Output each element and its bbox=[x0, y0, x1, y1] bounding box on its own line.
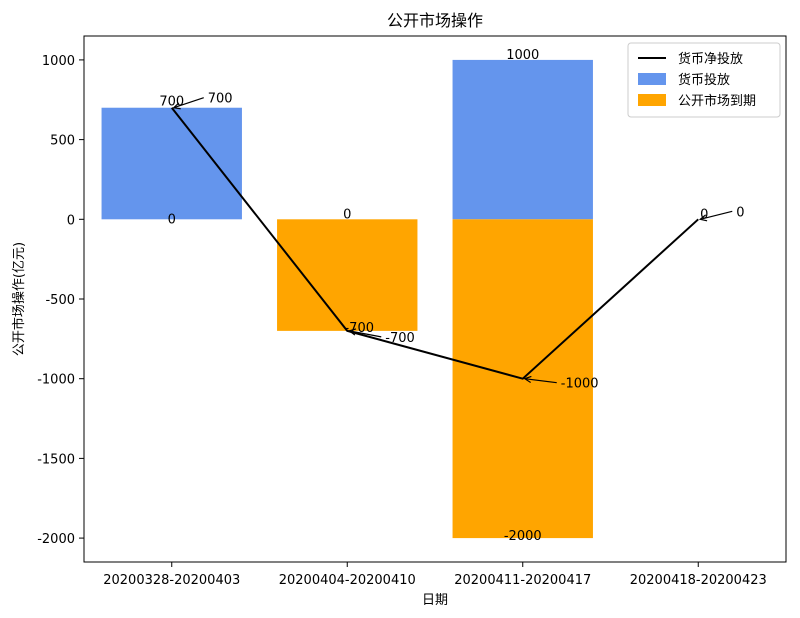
bar-label-maturity-2: -2000 bbox=[504, 529, 542, 544]
line-annotation-1: -700 bbox=[385, 331, 415, 346]
bar-maturity-1 bbox=[277, 219, 418, 331]
y-tick-label-6: -2000 bbox=[37, 532, 75, 547]
x-tick-label-3: 20200418-20200423 bbox=[630, 573, 767, 588]
annotation-arrow-0 bbox=[173, 97, 204, 109]
bar-label-injection-2: 1000 bbox=[506, 48, 539, 63]
y-axis-label: 公开市场操作(亿元) bbox=[11, 242, 27, 356]
x-tick-label-1: 20200404-20200410 bbox=[279, 573, 416, 588]
legend-label-1: 货币投放 bbox=[678, 72, 730, 88]
y-tick-label-2: 0 bbox=[67, 213, 75, 228]
annotation-arrowhead-2 bbox=[523, 375, 532, 383]
annotation-arrow-2 bbox=[524, 378, 557, 384]
x-axis-label: 日期 bbox=[422, 593, 448, 608]
net-injection-line bbox=[170, 107, 699, 380]
y-tick-label-0: 1000 bbox=[42, 54, 75, 69]
y-tick-label-5: -1500 bbox=[37, 452, 75, 467]
legend-swatch-1 bbox=[638, 73, 666, 85]
y-tick-label-4: -1000 bbox=[37, 373, 75, 388]
bar-label-injection-3: 0 bbox=[700, 207, 708, 222]
y-tick-label-3: -500 bbox=[45, 293, 75, 308]
annotation-arrowhead-1 bbox=[347, 328, 357, 336]
legend-swatch-2 bbox=[638, 94, 666, 106]
chart-title: 公开市场操作 bbox=[387, 11, 483, 30]
annotation-arrow-3 bbox=[700, 210, 733, 220]
x-tick-label-0: 20200328-20200403 bbox=[103, 573, 240, 588]
annotation-arrow-1 bbox=[349, 330, 382, 338]
line-annotation-0: 700 bbox=[208, 92, 233, 107]
annotation-arrowhead-3 bbox=[698, 214, 708, 222]
bar-label-maturity-0: 700 bbox=[159, 95, 184, 110]
bar-label-maturity-1: 0 bbox=[343, 207, 351, 222]
bar-injection-2 bbox=[452, 59, 593, 220]
legend-label-0: 货币净投放 bbox=[678, 51, 743, 67]
legend-label-2: 公开市场到期 bbox=[678, 93, 756, 109]
y-tick-label-1: 500 bbox=[50, 134, 75, 149]
annotation-arrowhead-0 bbox=[172, 102, 181, 110]
bar-injection-0 bbox=[101, 107, 242, 220]
x-tick-label-2: 20200411-20200417 bbox=[454, 573, 591, 588]
line-annotation-2: -1000 bbox=[561, 377, 599, 392]
line-annotation-3: 0 bbox=[736, 205, 744, 220]
plot-area: 010007000-2000-7000700-700-1000010005000… bbox=[37, 35, 787, 588]
bar-label-injection-0: 0 bbox=[168, 212, 176, 227]
